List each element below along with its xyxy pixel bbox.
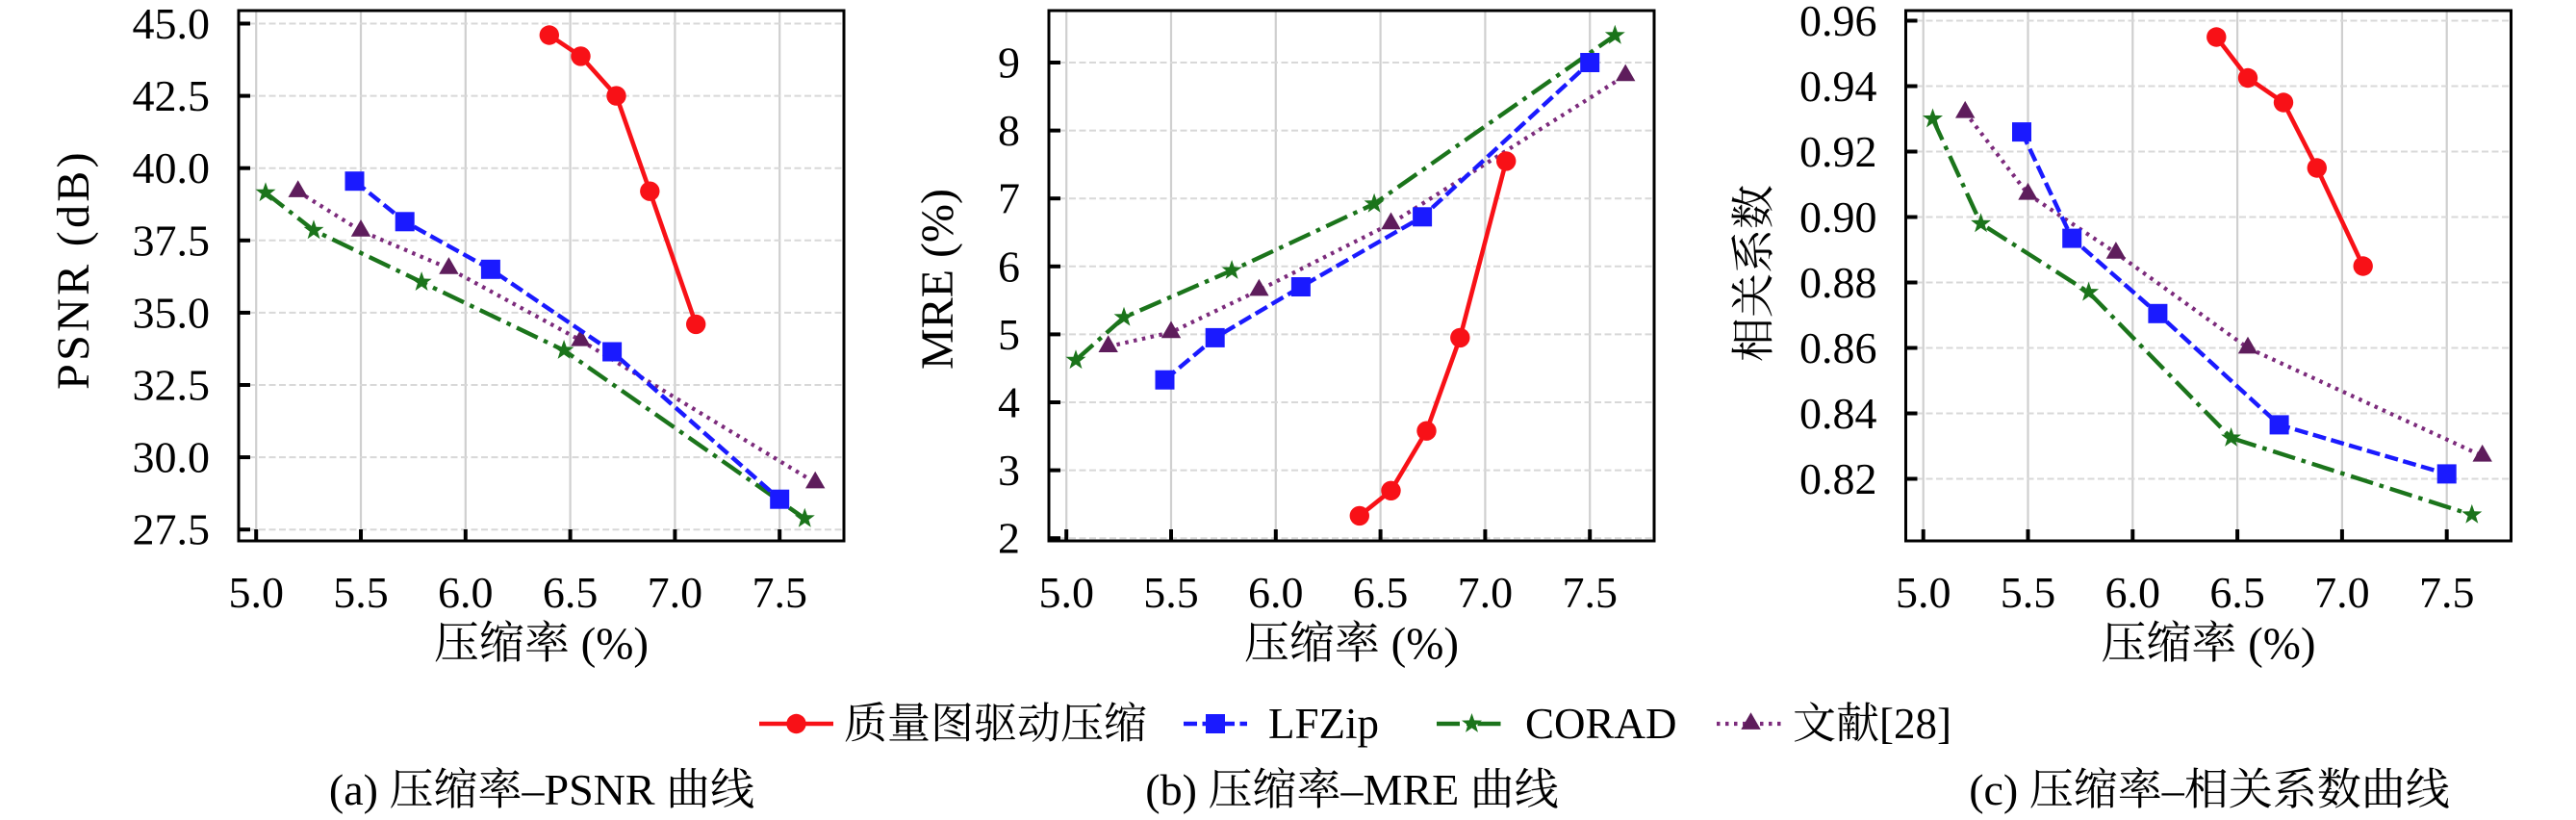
svg-text:27.5: 27.5 [133,505,211,554]
svg-text:PSNR (dB): PSNR (dB) [48,149,99,390]
svg-text:7.5: 7.5 [2419,568,2475,617]
svg-text:7.0: 7.0 [2314,568,2370,617]
svg-text:–PSNR: –PSNR [522,765,655,814]
svg-text:6.5: 6.5 [543,568,599,617]
svg-text:5.5: 5.5 [1143,568,1199,617]
svg-text:0.84: 0.84 [1799,389,1877,438]
svg-text:3: 3 [998,446,1020,495]
svg-text:5.5: 5.5 [333,568,389,617]
svg-text:0.96: 0.96 [1799,0,1877,45]
svg-text:9: 9 [998,38,1020,88]
svg-text:–MRE: –MRE [1340,765,1460,814]
svg-text:6.0: 6.0 [1248,568,1304,617]
svg-text:6: 6 [998,242,1020,291]
svg-text:(%): (%) [1391,619,1459,669]
svg-text:CORAD: CORAD [1525,700,1677,748]
svg-text:MRE (%): MRE (%) [912,189,963,370]
svg-text:5.0: 5.0 [1896,568,1951,617]
svg-text:(a): (a) [329,765,378,814]
svg-text:0.94: 0.94 [1799,62,1877,111]
svg-text:–: – [2161,765,2185,814]
svg-text:7: 7 [998,174,1020,223]
svg-text:4: 4 [998,378,1020,427]
svg-text:0.90: 0.90 [1799,192,1877,242]
svg-text:0.88: 0.88 [1799,258,1877,307]
svg-text:40.0: 40.0 [133,143,211,192]
svg-text:0.92: 0.92 [1799,127,1877,176]
svg-text:42.5: 42.5 [133,71,211,120]
svg-text:30.0: 30.0 [133,433,211,482]
svg-text:5: 5 [998,310,1020,359]
svg-text:LFZip: LFZip [1268,700,1379,748]
svg-text:7.0: 7.0 [1458,568,1514,617]
svg-text:5.0: 5.0 [1038,568,1094,617]
svg-text:7.0: 7.0 [648,568,703,617]
svg-text:5.0: 5.0 [228,568,284,617]
svg-text:8: 8 [998,106,1020,155]
svg-text:6.5: 6.5 [1353,568,1409,617]
svg-text:5.5: 5.5 [2001,568,2056,617]
svg-text:7.5: 7.5 [752,568,807,617]
svg-text:0.82: 0.82 [1799,454,1877,503]
svg-text:6.5: 6.5 [2209,568,2265,617]
svg-text:45.0: 45.0 [133,0,211,48]
svg-text:0.86: 0.86 [1799,323,1877,372]
svg-text:(b): (b) [1145,765,1197,814]
svg-text:35.0: 35.0 [133,288,211,337]
svg-text:6.0: 6.0 [2105,568,2161,617]
svg-text:32.5: 32.5 [133,361,211,410]
svg-text:(c): (c) [1969,765,2018,814]
svg-text:6.0: 6.0 [438,568,494,617]
svg-text:(%): (%) [2248,619,2315,669]
svg-text:7.5: 7.5 [1562,568,1618,617]
svg-text:37.5: 37.5 [133,216,211,265]
svg-text:2: 2 [998,514,1020,563]
svg-text:(%): (%) [581,619,649,669]
svg-text:[28]: [28] [1879,700,1951,748]
